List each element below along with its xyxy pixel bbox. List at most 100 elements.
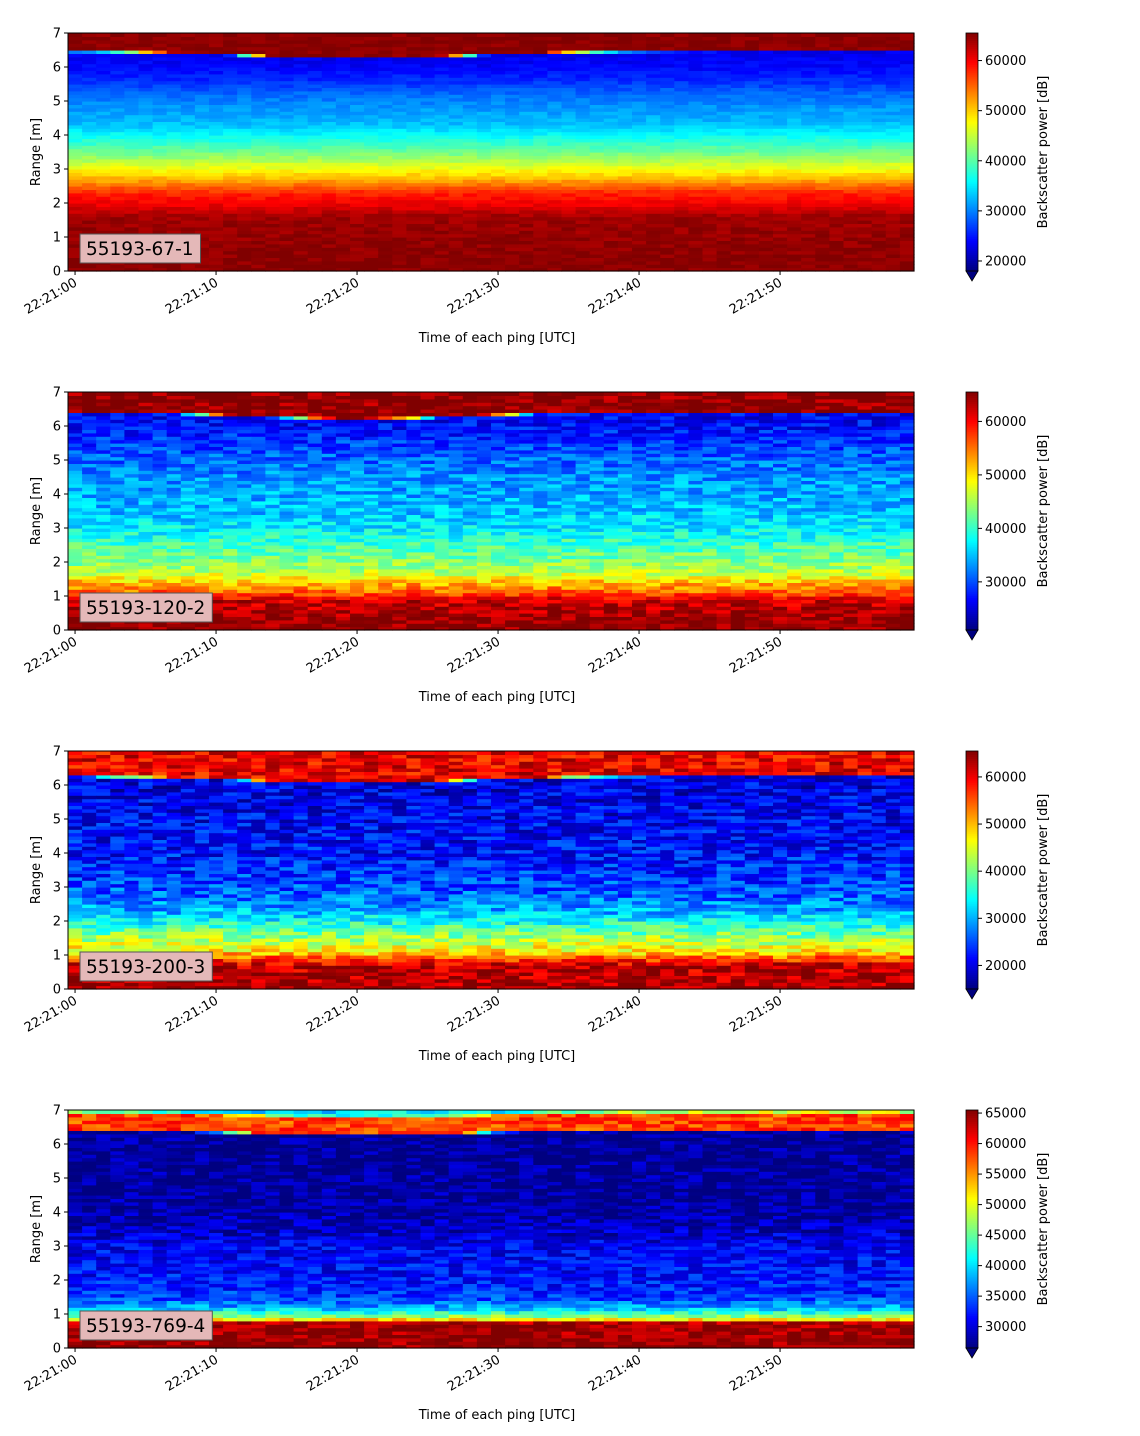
x-tick-label: 22:21:00 — [22, 993, 80, 1035]
colorbar-segment — [966, 1145, 978, 1149]
x-axis-label: Time of each ping [UTC] — [418, 690, 576, 705]
x-tick-label: 22:21:10 — [163, 275, 221, 317]
colorbar-frame — [965, 1109, 979, 1349]
colorbar-tick-label: 50000 — [985, 104, 1026, 119]
colorbar-segment — [966, 947, 978, 950]
colorbar-segment — [966, 1197, 978, 1200]
colorbar-tick-label: 40000 — [985, 522, 1026, 537]
colorbar-segment — [966, 814, 978, 818]
colorbar-segment — [966, 840, 978, 843]
colorbar-label: Backscatter power [dB] — [1036, 435, 1051, 588]
colorbar: 30000 35000 40000 45000 50000 55000 60000 65000… — [965, 1107, 1051, 1359]
colorbar-segment — [966, 614, 978, 617]
colorbar-segment — [966, 1223, 978, 1226]
colorbar-segment — [966, 923, 978, 927]
colorbar-segment — [966, 152, 978, 155]
colorbar-segment — [966, 415, 978, 419]
x-tick-label: 22:21:10 — [163, 993, 221, 1035]
x-tick-label: 22:21:00 — [22, 275, 80, 317]
colorbar-segment — [966, 1219, 978, 1222]
colorbar-segment — [966, 411, 978, 415]
colorbar-segment — [966, 100, 978, 104]
colorbar-segment — [966, 509, 978, 512]
colorbar: 20000 30000 40000 50000 60000 Backscatter pow… — [965, 750, 1051, 1000]
colorbar-segment — [966, 628, 978, 631]
colorbar-segment — [966, 140, 978, 143]
colorbar-segment — [966, 1288, 978, 1292]
colorbar-segment — [966, 1344, 978, 1347]
colorbar-segment — [966, 397, 978, 401]
colorbar-segment — [966, 866, 978, 869]
colorbar-segment — [966, 443, 978, 447]
colorbar-tick-label: 20000 — [985, 959, 1026, 974]
colorbar-segment — [966, 187, 978, 191]
colorbar-segment — [966, 1221, 978, 1224]
y-tick-label: 5 — [53, 1172, 61, 1187]
colorbar-segment — [966, 433, 978, 437]
colorbar-segment — [966, 401, 978, 405]
colorbar-segment — [966, 1346, 978, 1349]
colorbar-segment — [966, 1205, 978, 1208]
colorbar-segment — [966, 518, 978, 522]
colorbar-segment — [966, 1328, 978, 1331]
colorbar-segment — [966, 1340, 978, 1343]
colorbar-frame — [965, 391, 979, 631]
x-axis-label: Time of each ping [UTC] — [418, 331, 576, 346]
colorbar-segment — [966, 483, 978, 486]
colorbar-segment — [966, 62, 978, 66]
colorbar-segment — [966, 945, 978, 948]
colorbar-segment — [966, 1252, 978, 1256]
colorbar-segment — [966, 568, 978, 572]
colorbar-segment — [966, 925, 978, 929]
y-tick-label: 4 — [53, 129, 61, 144]
x-tick-label: 22:21:30 — [445, 634, 503, 676]
x-axis-label: Time of each ping [UTC] — [418, 1049, 576, 1064]
colorbar-segment — [966, 911, 978, 915]
colorbar-segment — [966, 237, 978, 240]
colorbar-segment — [966, 987, 978, 990]
colorbar-segment — [966, 798, 978, 802]
colorbar-segment — [966, 1113, 978, 1117]
colorbar-segment — [966, 455, 978, 459]
colorbar-label: Backscatter power [dB] — [1036, 1153, 1051, 1306]
colorbar-segment — [966, 850, 978, 853]
colorbar-segment — [966, 112, 978, 115]
colorbar-segment — [966, 558, 978, 562]
colorbar-segment — [966, 588, 978, 591]
colorbar-segment — [966, 1215, 978, 1218]
colorbar-segment — [966, 481, 978, 484]
colorbar-segment — [966, 544, 978, 548]
colorbar-segment — [966, 265, 978, 268]
colorbar-segment — [966, 873, 978, 877]
colorbar-segment — [966, 578, 978, 582]
colorbar-segment — [966, 959, 978, 962]
colorbar-segment — [966, 70, 978, 74]
colorbar-segment — [966, 177, 978, 181]
colorbar-segment — [966, 439, 978, 443]
colorbar-tick-label: 35000 — [985, 1290, 1026, 1305]
colorbar-segment — [966, 126, 978, 129]
colorbar-segment — [966, 1117, 978, 1121]
colorbar-segment — [966, 489, 978, 492]
x-tick-label: 22:21:40 — [586, 634, 644, 676]
colorbar-segment — [966, 860, 978, 863]
colorbar-segment — [966, 1274, 978, 1278]
colorbar-segment — [966, 1308, 978, 1311]
colorbar-segment — [966, 171, 978, 175]
colorbar-segment — [966, 770, 978, 774]
panel-label-text: 55193-769-4 — [86, 1316, 205, 1337]
colorbar-segment — [966, 66, 978, 70]
colorbar-segment — [966, 36, 978, 40]
colorbar-segment — [966, 431, 978, 435]
colorbar-segment — [966, 584, 978, 587]
colorbar-segment — [966, 1115, 978, 1119]
colorbar-segment — [966, 1209, 978, 1212]
colorbar-segment — [966, 134, 978, 137]
colorbar-segment — [966, 157, 978, 161]
colorbar-segment — [966, 768, 978, 772]
colorbar-segment — [966, 848, 978, 851]
colorbar-segment — [966, 967, 978, 970]
colorbar-segment — [966, 42, 978, 46]
colorbar-segment — [966, 423, 978, 427]
colorbar-segment — [966, 120, 978, 123]
